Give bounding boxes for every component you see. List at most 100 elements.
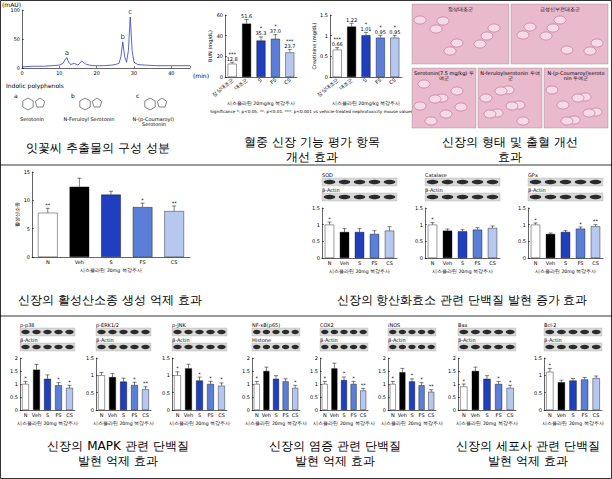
svg-text:nin 투여군: nin 투여군 xyxy=(564,75,588,81)
svg-text:시스플라틴 20mg 복강주사: 시스플라틴 20mg 복강주사 xyxy=(535,269,596,274)
svg-text:*: * xyxy=(176,365,179,371)
svg-text:CS: CS xyxy=(388,77,397,86)
svg-text:*: * xyxy=(497,375,500,381)
svg-text:*: * xyxy=(198,371,201,377)
svg-text:시스플라틴 20mg 복강주사: 시스플라틴 20mg 복강주사 xyxy=(432,269,493,274)
svg-text:FS: FS xyxy=(419,412,425,418)
svg-text:대조군: 대조군 xyxy=(338,77,353,91)
svg-text:정상대조군: 정상대조군 xyxy=(316,77,339,98)
svg-text:*: * xyxy=(431,216,434,222)
svg-text:S: S xyxy=(122,412,125,418)
svg-text:51.6: 51.6 xyxy=(241,13,252,19)
svg-text:(min): (min) xyxy=(193,72,209,79)
svg-text:S: S xyxy=(198,412,201,418)
svg-text:2: 2 xyxy=(315,355,318,361)
svg-text:발현 억제 효과: 발현 억제 효과 xyxy=(295,454,375,468)
svg-text:60: 60 xyxy=(217,12,223,18)
svg-text:FS: FS xyxy=(372,260,378,266)
svg-text:군: 군 xyxy=(508,75,513,81)
svg-text:*: * xyxy=(392,375,395,381)
svg-text:β-Actin: β-Actin xyxy=(544,337,562,344)
svg-text:0.66: 0.66 xyxy=(332,41,343,47)
svg-text:0: 0 xyxy=(91,407,94,413)
svg-text:COX2: COX2 xyxy=(320,322,334,328)
svg-text:0: 0 xyxy=(383,407,386,413)
svg-text:0: 0 xyxy=(325,74,328,80)
svg-text:iNOS: iNOS xyxy=(388,322,400,328)
svg-text:*: * xyxy=(220,376,223,382)
svg-text:개선 효과: 개선 효과 xyxy=(286,150,338,164)
svg-text:**: ** xyxy=(361,382,367,388)
svg-text:CS: CS xyxy=(593,412,600,418)
svg-text:시스플라틴 20mg 복강주사: 시스플라틴 20mg 복강주사 xyxy=(169,421,230,426)
svg-text:시스플라틴 20mg 복강주사: 시스플라틴 20mg 복강주사 xyxy=(80,268,141,273)
svg-text:시스플라틴 20mg/kg 복강주사: 시스플라틴 20mg/kg 복강주사 xyxy=(227,101,295,106)
svg-text:*: * xyxy=(579,221,582,227)
svg-text:β-Actin: β-Actin xyxy=(528,187,546,194)
svg-text:FS: FS xyxy=(132,412,138,418)
svg-text:0: 0 xyxy=(420,255,423,261)
svg-text:1.01: 1.01 xyxy=(360,26,371,32)
svg-text:0.5: 0.5 xyxy=(10,394,18,400)
svg-text:β-Actin: β-Actin xyxy=(322,187,340,194)
svg-text:β-Actin: β-Actin xyxy=(96,337,114,344)
svg-text:0: 0 xyxy=(247,407,250,413)
svg-text:FS: FS xyxy=(269,77,277,85)
svg-text:β-Actin: β-Actin xyxy=(320,337,338,344)
svg-text:0: 0 xyxy=(315,407,318,413)
svg-text:1: 1 xyxy=(317,222,320,228)
svg-text:Serotonin: Serotonin xyxy=(142,121,166,127)
svg-text:1: 1 xyxy=(167,372,170,378)
svg-text:35.3: 35.3 xyxy=(255,30,266,36)
svg-text:S: S xyxy=(342,412,345,418)
svg-text:*: * xyxy=(294,379,297,385)
svg-text:0.5: 0.5 xyxy=(518,238,526,244)
svg-text:β-Actin: β-Actin xyxy=(20,337,38,344)
svg-text:c: c xyxy=(136,92,139,99)
svg-text:Serotonin: Serotonin xyxy=(20,116,44,122)
svg-text:37.0: 37.0 xyxy=(270,28,281,34)
svg-text:*: * xyxy=(509,379,512,385)
svg-text:신장의 MAPK 관련 단백질: 신장의 MAPK 관련 단백질 xyxy=(47,439,188,453)
svg-text:신장의 활성산소종 생성 억제 효과: 신장의 활성산소종 생성 억제 효과 xyxy=(18,293,201,307)
svg-text:신장의 세포사 관련 단백질: 신장의 세포사 관련 단백질 xyxy=(456,439,599,453)
svg-text:β-Actin: β-Actin xyxy=(458,337,476,344)
svg-text:S: S xyxy=(461,260,464,266)
svg-text:S: S xyxy=(571,412,574,418)
svg-text:FS: FS xyxy=(578,260,584,266)
svg-text:2: 2 xyxy=(383,355,386,361)
svg-text:p-ERK1/2: p-ERK1/2 xyxy=(96,322,119,329)
svg-text:FS: FS xyxy=(208,412,214,418)
svg-text:**: ** xyxy=(143,380,149,386)
svg-text:0.5: 0.5 xyxy=(415,238,423,244)
svg-text:Histone: Histone xyxy=(252,337,271,343)
svg-text:CS: CS xyxy=(428,412,435,418)
svg-text:잇꽃씨 추출물의 구성 성분: 잇꽃씨 추출물의 구성 성분 xyxy=(26,141,169,155)
svg-text:시스플라틴 20mg 복강주사: 시스플라틴 20mg 복강주사 xyxy=(313,421,374,426)
svg-text:N: N xyxy=(391,412,395,418)
svg-text:0.95: 0.95 xyxy=(375,29,386,35)
svg-text:1.5: 1.5 xyxy=(518,205,526,211)
svg-text:p-JNK: p-JNK xyxy=(172,322,186,329)
svg-text:1: 1 xyxy=(420,222,423,228)
svg-text:N: N xyxy=(534,260,538,266)
svg-text:급성신부전대조군: 급성신부전대조군 xyxy=(540,6,580,12)
svg-text:1.5: 1.5 xyxy=(242,368,250,374)
svg-text:Bax: Bax xyxy=(458,322,467,328)
svg-text:0: 0 xyxy=(167,407,170,413)
svg-text:CS: CS xyxy=(592,260,599,266)
svg-text:0.5: 0.5 xyxy=(312,238,320,244)
svg-text:FS: FS xyxy=(475,260,481,266)
svg-text:100: 100 xyxy=(10,7,20,13)
svg-text:정상대조군: 정상대조군 xyxy=(211,77,234,98)
svg-text:Veh: Veh xyxy=(108,412,117,418)
svg-text:Creatinine (mg/dL): Creatinine (mg/dL) xyxy=(311,23,318,70)
svg-text:*: * xyxy=(24,375,27,381)
svg-text:0: 0 xyxy=(539,407,542,413)
svg-text:1.5: 1.5 xyxy=(415,205,423,211)
svg-text:GPx: GPx xyxy=(528,172,538,178)
svg-text:0.5: 0.5 xyxy=(86,390,94,396)
svg-text:*: * xyxy=(463,378,466,384)
svg-text:a: a xyxy=(65,49,69,57)
svg-text:0.5: 0.5 xyxy=(320,53,328,59)
